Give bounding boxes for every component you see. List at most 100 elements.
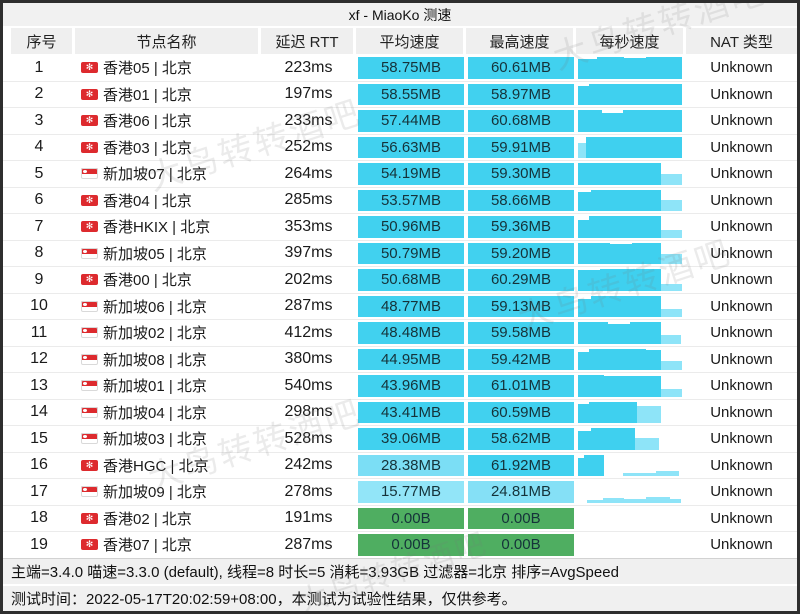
per-second-speed-cell [576, 214, 686, 240]
header-index: 序号 [3, 28, 75, 54]
per-second-speed-cell [576, 373, 686, 399]
per-second-speed-cell [576, 241, 686, 267]
avg-speed-value: 50.96MB [358, 216, 464, 238]
speed-bar-segment [578, 352, 589, 370]
node-name: 香港07 | 北京 [103, 537, 192, 555]
max-speed-value: 60.29MB [468, 269, 574, 291]
speed-bar-segment [578, 58, 598, 79]
max-speed-value: 59.58MB [468, 322, 574, 344]
speed-sparkline [578, 428, 686, 450]
nat-type-value: Unknown [710, 536, 773, 554]
max-speed-value: 60.68MB [468, 110, 574, 132]
row-index-cell: 5 [3, 161, 75, 187]
per-second-speed-cell [576, 82, 686, 108]
sg-flag-icon [81, 353, 98, 365]
nat-type-cell: Unknown [686, 55, 797, 81]
table-row: 16 香港HGC | 北京 242ms 28.38MB 61.92MB Unkn… [3, 453, 797, 479]
table-row: 6 香港04 | 北京 285ms 53.57MB 58.66MB Unknow… [3, 188, 797, 214]
hk-flag-icon [81, 115, 98, 127]
speed-bar-segment [578, 375, 604, 397]
table-header: 序号 节点名称 延迟 RTT 平均速度 最高速度 每秒速度 NAT 类型 [3, 28, 797, 54]
row-index-cell: 15 [3, 426, 75, 452]
speed-bar-segment [661, 174, 682, 185]
nat-type-value: Unknown [710, 85, 773, 103]
max-speed-cell: 58.62MB [466, 426, 576, 452]
speed-bar-segment [578, 220, 589, 238]
rtt-cell: 412ms [261, 320, 356, 346]
speed-bar-segment [615, 163, 662, 185]
max-speed-value: 59.30MB [468, 163, 574, 185]
row-index: 9 [34, 270, 44, 288]
avg-speed-cell: 48.48MB [356, 320, 466, 346]
avg-speed-cell: 44.95MB [356, 347, 466, 373]
node-name: 新加坡09 | 北京 [103, 484, 207, 502]
row-index: 4 [34, 138, 44, 156]
row-index: 11 [30, 323, 48, 341]
speed-bar-segment [578, 457, 585, 476]
speed-bar-segment [578, 404, 589, 423]
status-footer: 主端=3.4.0 喵速=3.3.0 (default), 线程=8 时长=5 消… [3, 558, 797, 611]
node-name-cell: 新加坡02 | 北京 [75, 320, 261, 346]
node-name-cell: 新加坡06 | 北京 [75, 294, 261, 320]
node-name: 新加坡06 | 北京 [103, 298, 207, 316]
node-name-cell: 新加坡01 | 北京 [75, 373, 261, 399]
row-index: 7 [34, 217, 44, 235]
max-speed-value: 58.62MB [468, 428, 574, 450]
speed-sparkline [578, 481, 686, 503]
avg-speed-cell: 50.68MB [356, 267, 466, 293]
row-index: 10 [30, 297, 48, 315]
avg-speed-cell: 57.44MB [356, 108, 466, 134]
speed-bar-segment [646, 349, 662, 370]
sg-flag-icon [81, 247, 98, 259]
max-speed-value: 60.61MB [468, 57, 574, 79]
max-speed-cell: 60.29MB [466, 267, 576, 293]
speed-bar-segment [584, 454, 604, 476]
speed-bar-segment [586, 499, 603, 503]
rtt-cell: 298ms [261, 400, 356, 426]
node-name-cell: 香港01 | 北京 [75, 82, 261, 108]
avg-speed-cell: 58.55MB [356, 82, 466, 108]
avg-speed-cell: 54.19MB [356, 161, 466, 187]
max-speed-cell: 59.42MB [466, 347, 576, 373]
row-index: 14 [30, 403, 48, 421]
node-name: 新加坡01 | 北京 [103, 378, 207, 396]
rtt-cell: 233ms [261, 108, 356, 134]
rtt-value: 298ms [284, 403, 333, 421]
avg-speed-value: 58.55MB [358, 83, 464, 105]
speed-bar-segment [578, 270, 600, 291]
speed-bar-segment [661, 309, 682, 317]
node-name-cell: 香港03 | 北京 [75, 135, 261, 161]
rtt-cell: 287ms [261, 532, 356, 558]
speed-bar-segment [585, 136, 618, 158]
row-index: 3 [34, 111, 44, 129]
row-index: 19 [30, 535, 48, 553]
header-rtt: 延迟 RTT [261, 28, 356, 54]
max-speed-value: 24.81MB [468, 481, 574, 503]
node-name: 香港05 | 北京 [103, 60, 192, 78]
rtt-value: 287ms [284, 535, 333, 553]
per-second-speed-cell [576, 400, 686, 426]
window-title: xf - MiaoKo 测速 [348, 6, 452, 23]
table-row: 15 新加坡03 | 北京 528ms 39.06MB 58.62MB Unkn… [3, 426, 797, 453]
speed-bar-segment [624, 58, 647, 79]
speed-sparkline [578, 83, 686, 105]
nat-type-cell: Unknown [686, 267, 797, 293]
table-row: 17 新加坡09 | 北京 278ms 15.77MB 24.81MB Unkn… [3, 479, 797, 506]
node-name-cell: 新加坡04 | 北京 [75, 400, 261, 426]
rtt-cell: 202ms [261, 267, 356, 293]
speed-bar-segment [578, 110, 602, 132]
row-index: 15 [30, 429, 48, 447]
table-row: 12 新加坡08 | 北京 380ms 44.95MB 59.42MB Unkn… [3, 347, 797, 373]
row-index-cell: 12 [3, 347, 75, 373]
max-speed-value: 58.66MB [468, 189, 574, 211]
nat-type-value: Unknown [710, 350, 773, 368]
speed-bar-segment [578, 142, 586, 158]
avg-speed-cell: 56.63MB [356, 135, 466, 161]
rtt-cell: 397ms [261, 241, 356, 267]
speed-sparkline [578, 110, 686, 132]
node-name-cell: 香港07 | 北京 [75, 532, 261, 558]
speed-bar-segment [590, 428, 636, 450]
speed-bar-segment [578, 85, 589, 105]
per-second-speed-cell [576, 108, 686, 134]
